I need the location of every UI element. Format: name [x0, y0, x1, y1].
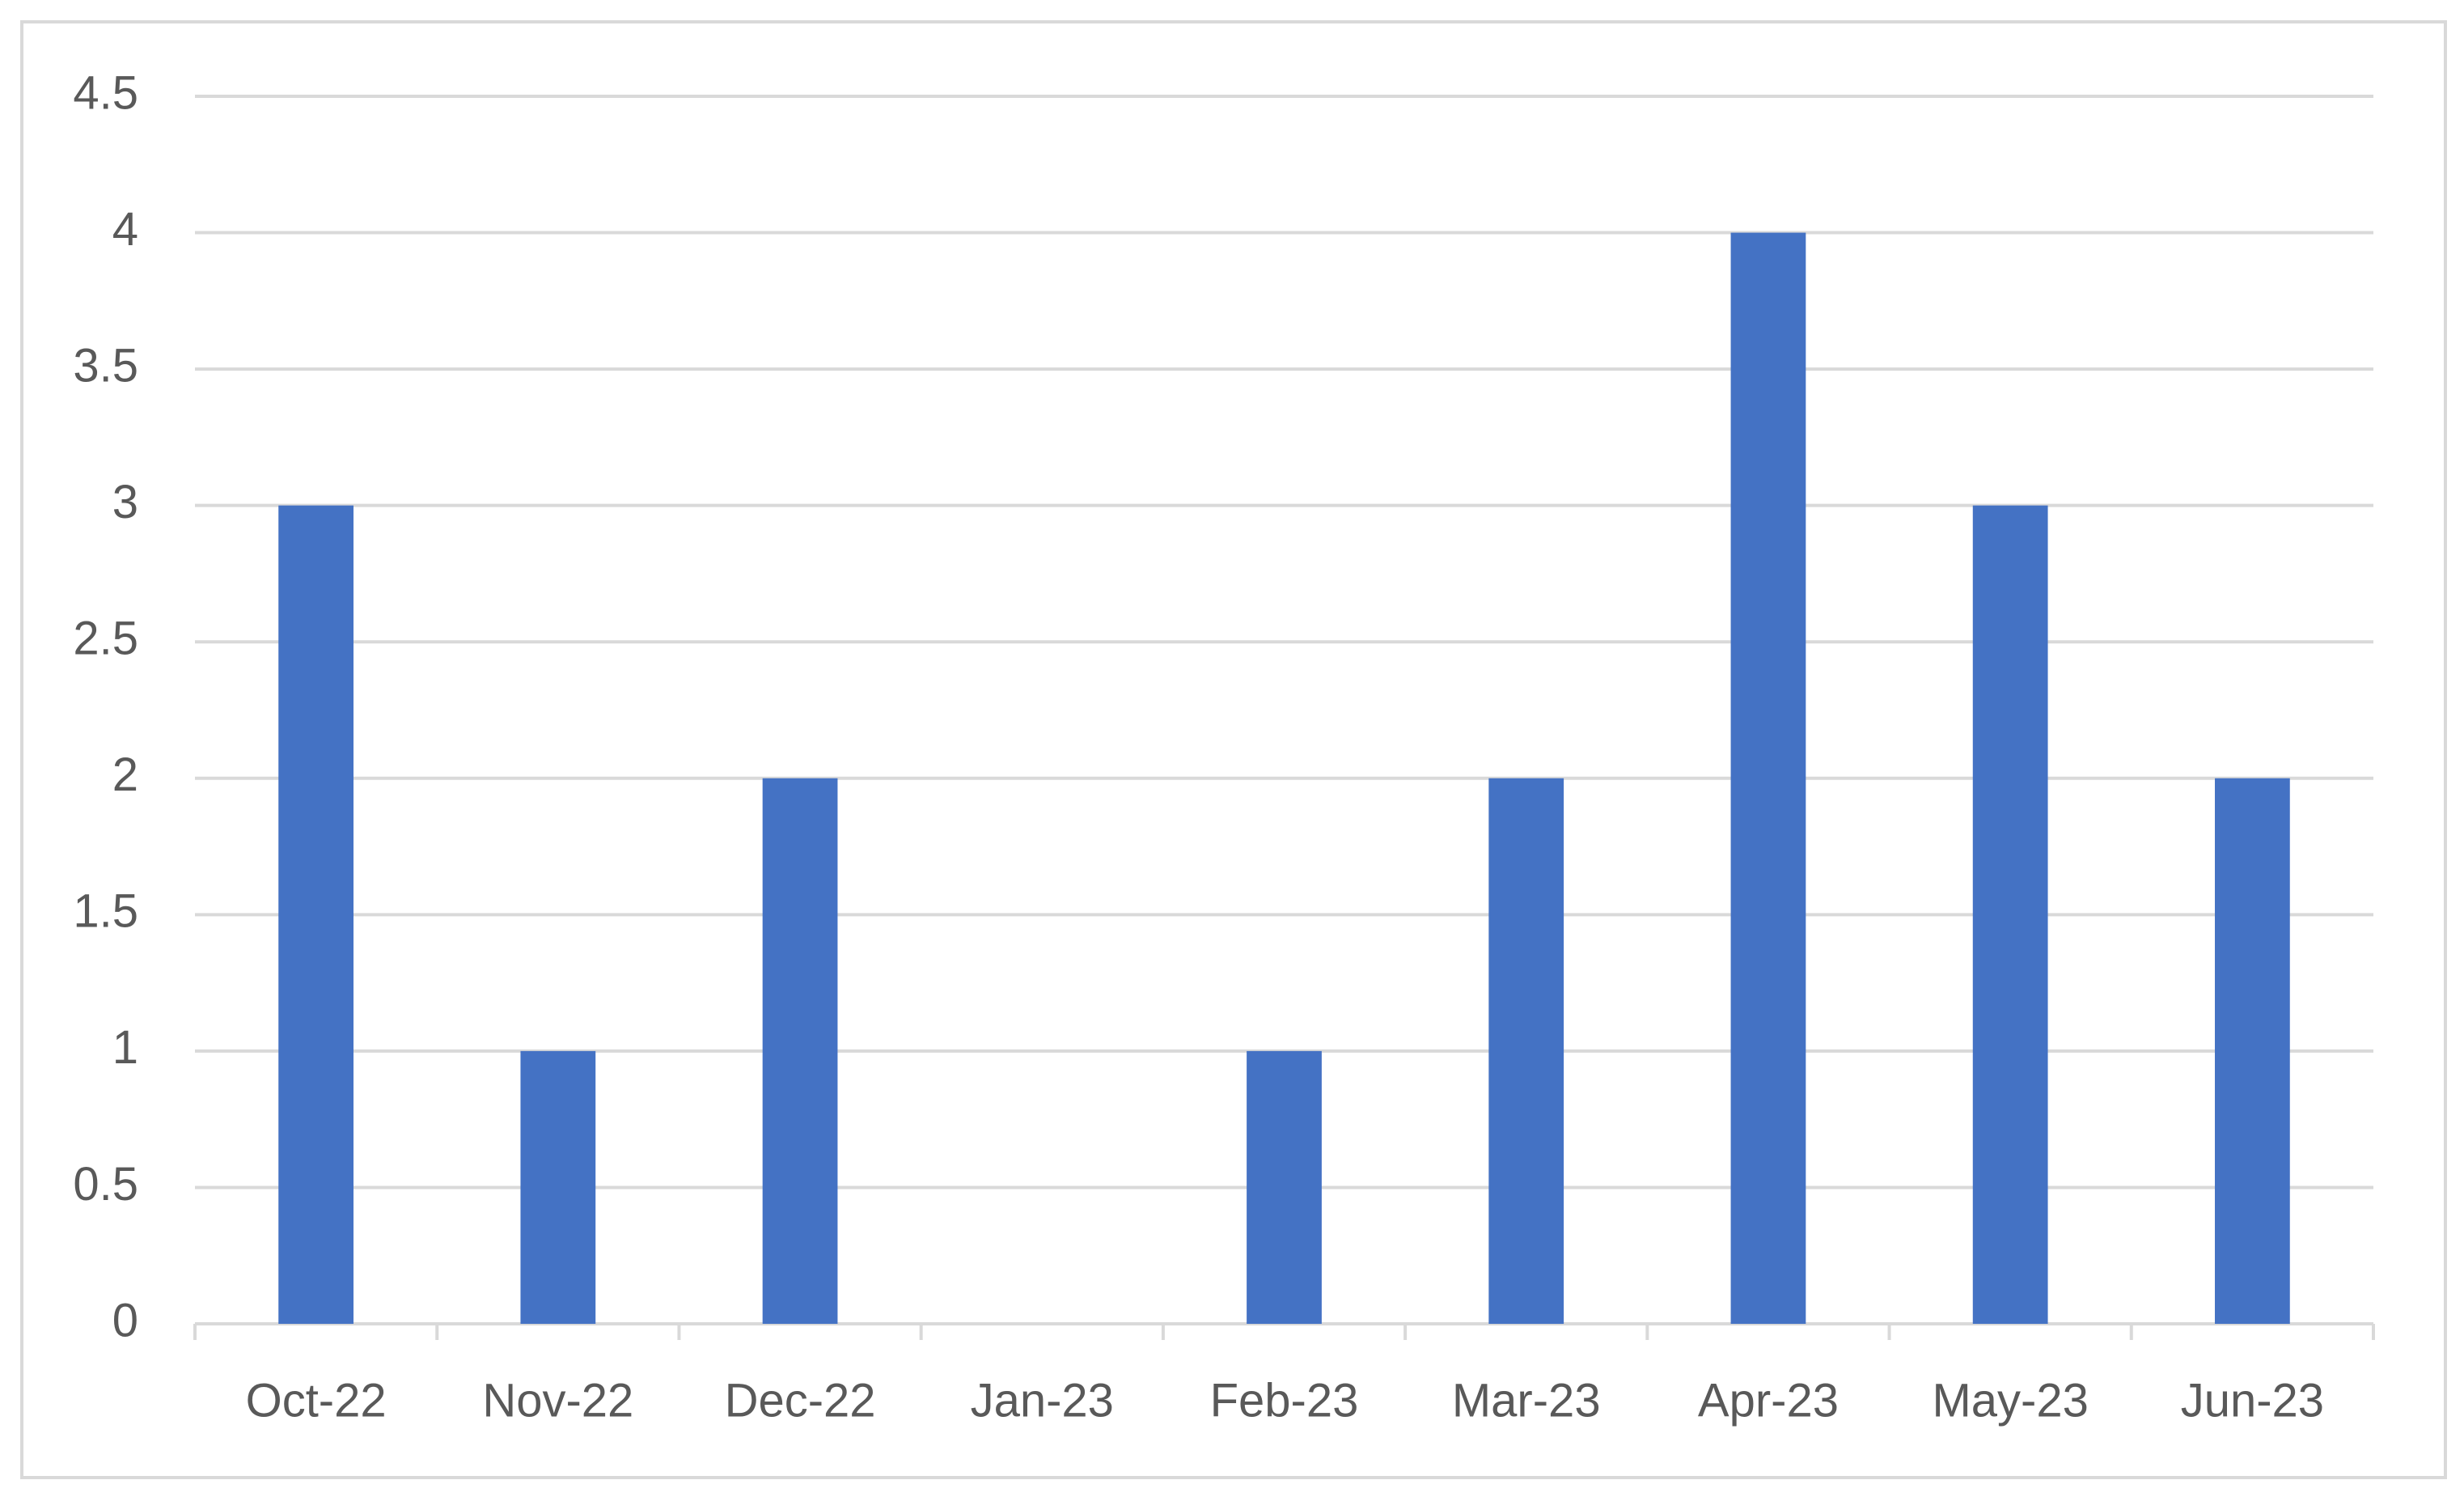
bar — [2215, 778, 2290, 1324]
y-tick-label: 4 — [112, 203, 138, 256]
y-tick-label: 1 — [112, 1021, 138, 1074]
bar — [278, 505, 354, 1324]
x-tick-label: Jun-23 — [2181, 1374, 2324, 1427]
bar — [520, 1050, 596, 1324]
y-tick-label: 3.5 — [73, 339, 138, 392]
bar — [1972, 505, 2048, 1324]
bar — [1488, 778, 1564, 1324]
y-tick-label: 3 — [112, 476, 138, 528]
y-tick-label: 1.5 — [73, 885, 138, 938]
x-tick-label: Oct-22 — [246, 1374, 387, 1427]
x-tick-label: May-23 — [1932, 1374, 2088, 1427]
y-tick-label: 0 — [112, 1294, 138, 1346]
bar — [1247, 1050, 1322, 1324]
x-tick-label: Jan-23 — [971, 1374, 1114, 1427]
x-tick-label: Dec-22 — [725, 1374, 876, 1427]
bar — [762, 778, 838, 1324]
chart-border — [20, 20, 2447, 1479]
y-tick-label: 0.5 — [73, 1158, 138, 1211]
y-tick-label: 2.5 — [73, 613, 138, 665]
y-tick-label: 2 — [112, 748, 138, 801]
x-tick-label: Feb-23 — [1210, 1374, 1359, 1427]
x-tick-label: Mar-23 — [1452, 1374, 1601, 1427]
x-tick-label: Apr-23 — [1698, 1374, 1839, 1427]
x-tick-label: Nov-22 — [482, 1374, 633, 1427]
y-tick-label: 4.5 — [73, 66, 138, 119]
bar — [1730, 232, 1806, 1324]
